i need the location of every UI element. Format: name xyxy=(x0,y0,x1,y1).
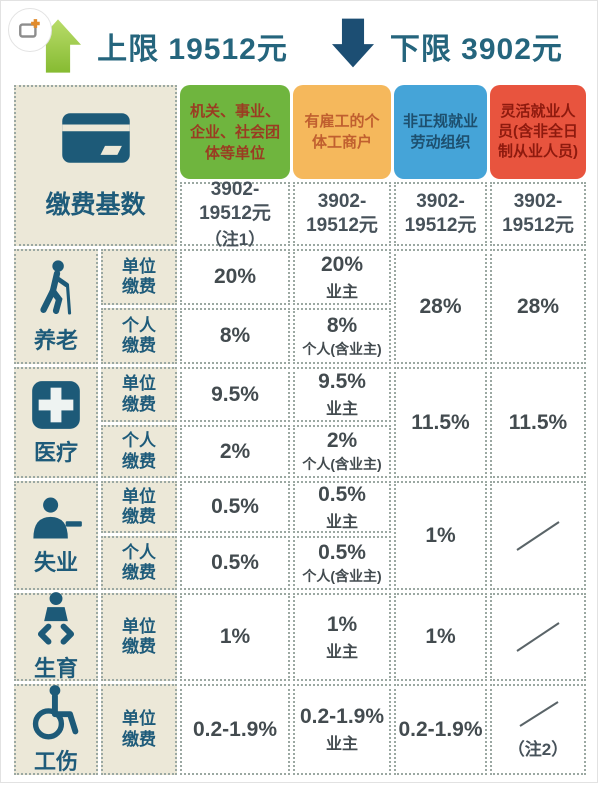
base-header-panel: 缴费基数 xyxy=(14,85,177,246)
cell-work-injury-unit-gov: 0.2-1.9% xyxy=(180,684,290,775)
cell-medical-personal-self: 2% 个人(含业主) xyxy=(293,425,391,478)
base-range-note: （注1） xyxy=(204,230,266,250)
category-pension: 养老 xyxy=(14,249,98,364)
category-maternity: 生育 xyxy=(14,591,98,681)
subrow-label-maternity-unit: 单位缴费 xyxy=(101,593,177,681)
category-label: 养老 xyxy=(33,327,78,353)
category-label: 医疗 xyxy=(33,439,78,465)
cell-pension-informal: 28% xyxy=(394,249,487,364)
cell-unemployment-flexible xyxy=(490,481,586,590)
subrow-label-medical-personal: 个人缴费 xyxy=(101,425,177,478)
cell-maternity-unit-gov: 1% xyxy=(180,593,290,681)
slash-icon xyxy=(519,701,559,727)
cell-maternity-unit-self: 1% 业主 xyxy=(293,593,391,681)
cell-work-injury-informal: 0.2-1.9% xyxy=(394,684,487,775)
cell-unemployment-unit-self: 0.5% 业主 xyxy=(293,481,391,533)
cell-work-injury-flexible: （注2） xyxy=(490,684,586,775)
base-range-flexible: 3902- 19512元 xyxy=(490,182,586,246)
cell-maternity-flexible xyxy=(490,593,586,681)
cell-medical-informal: 11.5% xyxy=(394,367,487,478)
base-range-self-employed: 3902- 19512元 xyxy=(293,182,391,246)
baby-icon xyxy=(32,591,80,647)
cell-medical-unit-gov: 9.5% xyxy=(180,367,290,422)
subrow-label-unemployment-unit: 单位缴费 xyxy=(101,481,177,533)
cell-medical-unit-self: 9.5% 业主 xyxy=(293,367,391,422)
subrow-label-pension-unit: 单位缴费 xyxy=(101,249,177,305)
cell-medical-flexible: 11.5% xyxy=(490,367,586,478)
lower-limit-arrow-wrap xyxy=(331,18,374,73)
category-label: 工伤 xyxy=(33,748,78,774)
column-header-flexible: 灵活就业人员(含非全日制从业人员) xyxy=(490,85,586,179)
column-header-self-employed: 有雇工的个体工商户 xyxy=(293,85,391,179)
lower-limit-label: 下限 3902元 xyxy=(389,32,563,66)
cell-pension-personal-gov: 8% xyxy=(180,308,290,364)
cell-pension-flexible: 28% xyxy=(490,249,586,364)
column-header-informal: 非正规就业劳动组织 xyxy=(394,85,487,179)
subrow-label-pension-personal: 个人缴费 xyxy=(101,308,177,364)
cell-medical-personal-gov: 2% xyxy=(180,425,290,478)
wheelchair-icon xyxy=(30,684,82,740)
category-work-injury: 工伤 xyxy=(14,684,98,775)
subrow-label-medical-unit: 单位缴费 xyxy=(101,367,177,422)
worker-bust-icon xyxy=(28,495,84,541)
base-range-value: 3902- 19512元 xyxy=(199,178,271,224)
cell-pension-unit-gov: 20% xyxy=(180,249,290,305)
upper-limit-label: 上限 19512元 xyxy=(97,32,288,66)
category-unemployment: 失业 xyxy=(14,481,98,590)
lower-limit-arrow-icon xyxy=(331,18,374,68)
base-header-label: 缴费基数 xyxy=(45,190,146,219)
cell-pension-unit-self: 20% 业主 xyxy=(293,249,391,305)
payment-card-icon xyxy=(60,111,132,165)
slash-icon xyxy=(516,622,560,652)
screenshot-add-icon[interactable] xyxy=(8,8,52,52)
cell-unemployment-informal: 1% xyxy=(394,481,487,590)
category-label: 失业 xyxy=(33,549,78,575)
subrow-label-unemployment-personal: 个人缴费 xyxy=(101,536,177,590)
cell-maternity-informal: 1% xyxy=(394,593,487,681)
cell-pension-personal-self: 8% 个人(含业主) xyxy=(293,308,391,364)
slash-icon xyxy=(516,520,560,551)
category-label: 生育 xyxy=(33,656,78,681)
cell-work-injury-unit-self: 0.2-1.9% 业主 xyxy=(293,684,391,775)
elderly-cane-icon xyxy=(31,259,81,319)
screenshot-add-glyph xyxy=(19,19,40,38)
cell-unemployment-personal-gov: 0.5% xyxy=(180,536,290,590)
category-medical: 医疗 xyxy=(14,367,98,478)
subrow-label-work-injury-unit: 单位缴费 xyxy=(101,684,177,775)
contribution-table: 缴费基数 机关、事业、企业、社会团体等单位 有雇工的个体工商户 非正规就业劳动组… xyxy=(14,85,586,775)
flexible-note: （注2） xyxy=(507,740,569,759)
base-range-informal: 3902- 19512元 xyxy=(394,182,487,246)
column-header-gov: 机关、事业、企业、社会团体等单位 xyxy=(180,85,290,179)
cell-unemployment-unit-gov: 0.5% xyxy=(180,481,290,533)
base-range-gov: 3902- 19512元 （注1） xyxy=(180,179,290,249)
cell-unemployment-personal-self: 0.5% 个人(含业主) xyxy=(293,536,391,590)
limits-header: 上限 19512元 下限 3902元 xyxy=(1,1,597,85)
medical-cross-icon xyxy=(30,379,82,431)
